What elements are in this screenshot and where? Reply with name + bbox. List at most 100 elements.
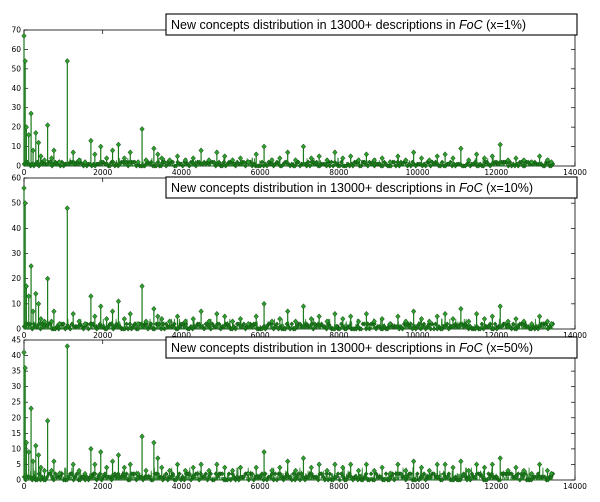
- data-point: [48, 467, 55, 474]
- baseline-marker: [258, 163, 263, 169]
- baseline-marker: [421, 321, 427, 327]
- x-tick-label: 0: [22, 168, 27, 177]
- data-point: [521, 467, 527, 474]
- baseline-marker: [431, 471, 437, 477]
- baseline-marker: [486, 471, 491, 477]
- data-point: [379, 155, 385, 162]
- baseline-marker: [461, 471, 466, 477]
- data-point: [324, 467, 330, 474]
- data-point: [426, 318, 433, 325]
- y-tick-label: 0: [16, 476, 21, 485]
- data-point: [159, 315, 165, 322]
- data-point: [98, 449, 104, 455]
- data-point: [363, 461, 370, 468]
- y-tick-label: 0: [16, 325, 21, 334]
- baseline-marker: [487, 321, 493, 327]
- baseline-marker: [319, 471, 324, 477]
- data-point: [21, 185, 27, 192]
- data-point: [521, 157, 527, 164]
- baseline-marker: [367, 477, 372, 483]
- x-tick-label: 6000: [251, 168, 270, 177]
- data-point: [115, 452, 122, 459]
- baseline-marker: [509, 471, 514, 477]
- data-point: [418, 464, 425, 471]
- data-point: [38, 315, 44, 322]
- data-point: [143, 157, 149, 164]
- x-tick-label: 4000: [172, 482, 191, 491]
- data-point: [155, 151, 161, 158]
- baseline-marker: [281, 477, 286, 483]
- series-1: [21, 185, 555, 329]
- data-point: [489, 313, 495, 320]
- y-tick-label: 5: [16, 460, 21, 469]
- data-point: [41, 157, 48, 164]
- baseline-marker: [353, 474, 359, 480]
- data-point: [76, 467, 82, 474]
- data-point: [51, 308, 57, 315]
- baseline-marker: [519, 471, 524, 477]
- baseline-marker: [416, 477, 422, 483]
- y-tick-label: 50: [11, 199, 21, 208]
- baseline-marker: [249, 471, 255, 477]
- baseline-marker: [172, 321, 177, 327]
- data-point: [56, 320, 63, 327]
- data-point: [548, 470, 555, 477]
- data-point: [442, 151, 448, 158]
- data-point: [536, 461, 543, 468]
- baseline-marker: [233, 326, 238, 332]
- baseline-marker: [515, 471, 521, 477]
- data-point: [109, 458, 116, 465]
- data-point: [127, 461, 133, 468]
- baseline-marker: [327, 163, 333, 169]
- baseline-marker: [86, 477, 91, 483]
- baseline-marker: [494, 474, 500, 480]
- baseline-marker: [132, 159, 138, 165]
- data-point: [198, 461, 204, 468]
- data-point: [229, 467, 236, 474]
- baseline-marker: [383, 471, 389, 477]
- data-point: [139, 126, 145, 133]
- data-point: [82, 320, 88, 327]
- baseline-marker: [304, 163, 309, 169]
- data-point: [340, 315, 346, 322]
- data-point: [35, 300, 42, 307]
- baseline-marker: [259, 159, 265, 165]
- baseline-marker: [358, 326, 364, 332]
- y-tick-label: 15: [11, 429, 21, 438]
- chart-panel-2: 0 10 20 30 40 50 60 0 2000 4000 6000 8000 10000 12000…: [11, 174, 587, 341]
- baseline-marker: [350, 163, 356, 169]
- data-point: [466, 318, 472, 325]
- data-point: [166, 467, 173, 474]
- data-point: [104, 315, 110, 322]
- data-point: [308, 464, 314, 471]
- data-point: [174, 461, 181, 468]
- baseline-marker: [201, 326, 207, 332]
- baseline-marker: [337, 163, 342, 169]
- data-point: [30, 147, 36, 154]
- x-tick-label: 8000: [329, 482, 348, 491]
- data-point: [473, 310, 480, 317]
- data-point: [466, 157, 472, 164]
- baseline-marker: [107, 474, 113, 480]
- data-point: [190, 315, 196, 322]
- data-point: [355, 157, 362, 164]
- data-point: [135, 320, 141, 327]
- data-point: [529, 320, 535, 327]
- baseline-marker: [314, 474, 319, 480]
- y-tick-label: 60: [11, 174, 21, 183]
- data-point: [30, 458, 36, 465]
- data-point: [88, 293, 94, 300]
- data-point: [403, 318, 409, 325]
- baseline-marker: [259, 471, 265, 477]
- data-point: [26, 131, 32, 138]
- baseline-marker: [329, 159, 334, 165]
- baseline-marker: [233, 477, 238, 483]
- data-point: [229, 157, 236, 164]
- data-point: [70, 310, 76, 317]
- baseline-marker: [220, 163, 225, 169]
- chart-title: New concepts distribution in 13000+ desc…: [171, 181, 533, 195]
- x-tick-label: 2000: [93, 482, 112, 491]
- data-point: [64, 343, 70, 350]
- baseline-marker: [226, 471, 232, 477]
- baseline-marker: [446, 471, 452, 477]
